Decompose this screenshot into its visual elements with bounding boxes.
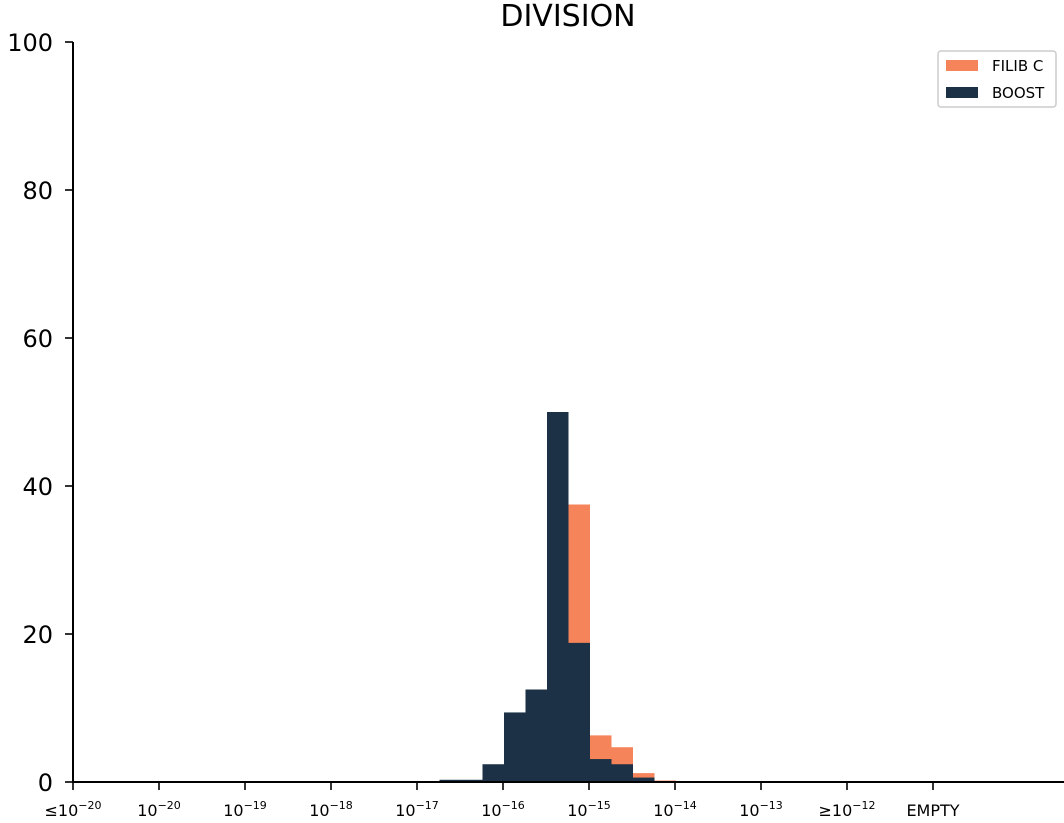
legend-label-0: FILIB C bbox=[992, 57, 1043, 75]
bar-boost-26 bbox=[633, 777, 655, 782]
legend: FILIB C BOOST bbox=[937, 50, 1057, 108]
bar-boost-21 bbox=[525, 689, 547, 782]
y-tick-label-0: 0 bbox=[38, 769, 53, 797]
y-tick-label-5: 100 bbox=[7, 29, 53, 57]
x-tick-label-3: 10−18 bbox=[309, 799, 353, 820]
x-tick-label-1: 10−20 bbox=[137, 799, 181, 820]
x-ticks: ≤10−20 10−20 10−19 10−18 10−17 10−16 10−15 10−1… bbox=[45, 782, 960, 820]
y-tick-label-4: 80 bbox=[22, 177, 53, 205]
legend-swatch-1 bbox=[946, 87, 978, 98]
bar-boost-23 bbox=[568, 642, 590, 782]
legend-label-1: BOOST bbox=[992, 84, 1045, 102]
x-tick-label-2: 10−19 bbox=[223, 799, 267, 820]
bar-boost-24 bbox=[590, 759, 612, 782]
y-tick-label-2: 40 bbox=[22, 473, 53, 501]
bar-boost-20 bbox=[504, 712, 526, 782]
x-tick-label-4: 10−17 bbox=[395, 799, 439, 820]
x-tick-label-0: ≤10−20 bbox=[45, 799, 102, 820]
x-tick-label-8: 10−13 bbox=[739, 799, 783, 820]
bar-boost-22 bbox=[547, 412, 569, 782]
x-tick-label-6: 10−15 bbox=[567, 799, 611, 820]
bar-boost-18 bbox=[461, 779, 483, 782]
y-tick-label-1: 20 bbox=[22, 621, 53, 649]
x-tick-label-7: 10−14 bbox=[653, 799, 697, 820]
bar-boost-25 bbox=[611, 764, 633, 782]
x-tick-label-5: 10−16 bbox=[481, 799, 525, 820]
x-tick-label-10: EMPTY bbox=[906, 801, 959, 820]
chart-title: DIVISION bbox=[500, 0, 635, 34]
bars-group bbox=[439, 412, 676, 782]
y-tick-label-3: 60 bbox=[22, 325, 53, 353]
x-tick-label-9: ≥10−12 bbox=[819, 799, 876, 820]
y-ticks: 0 20 40 60 80 100 bbox=[7, 29, 73, 797]
bar-boost-19 bbox=[482, 764, 504, 782]
bar-boost-17 bbox=[439, 779, 461, 782]
legend-swatch-0 bbox=[946, 60, 978, 71]
